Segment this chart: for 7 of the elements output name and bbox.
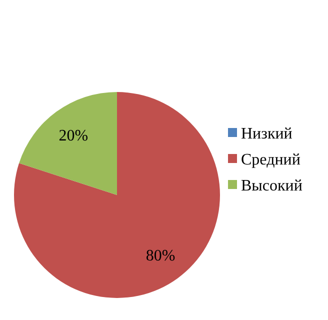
- pie-slice: [19, 92, 117, 195]
- legend-label: Средний: [241, 152, 301, 169]
- legend-label: Низкий: [241, 126, 293, 143]
- pie-slice: [14, 92, 220, 298]
- legend-label: Высокий: [241, 178, 303, 195]
- data-label: 20%: [58, 128, 88, 145]
- data-label: 80%: [146, 248, 176, 265]
